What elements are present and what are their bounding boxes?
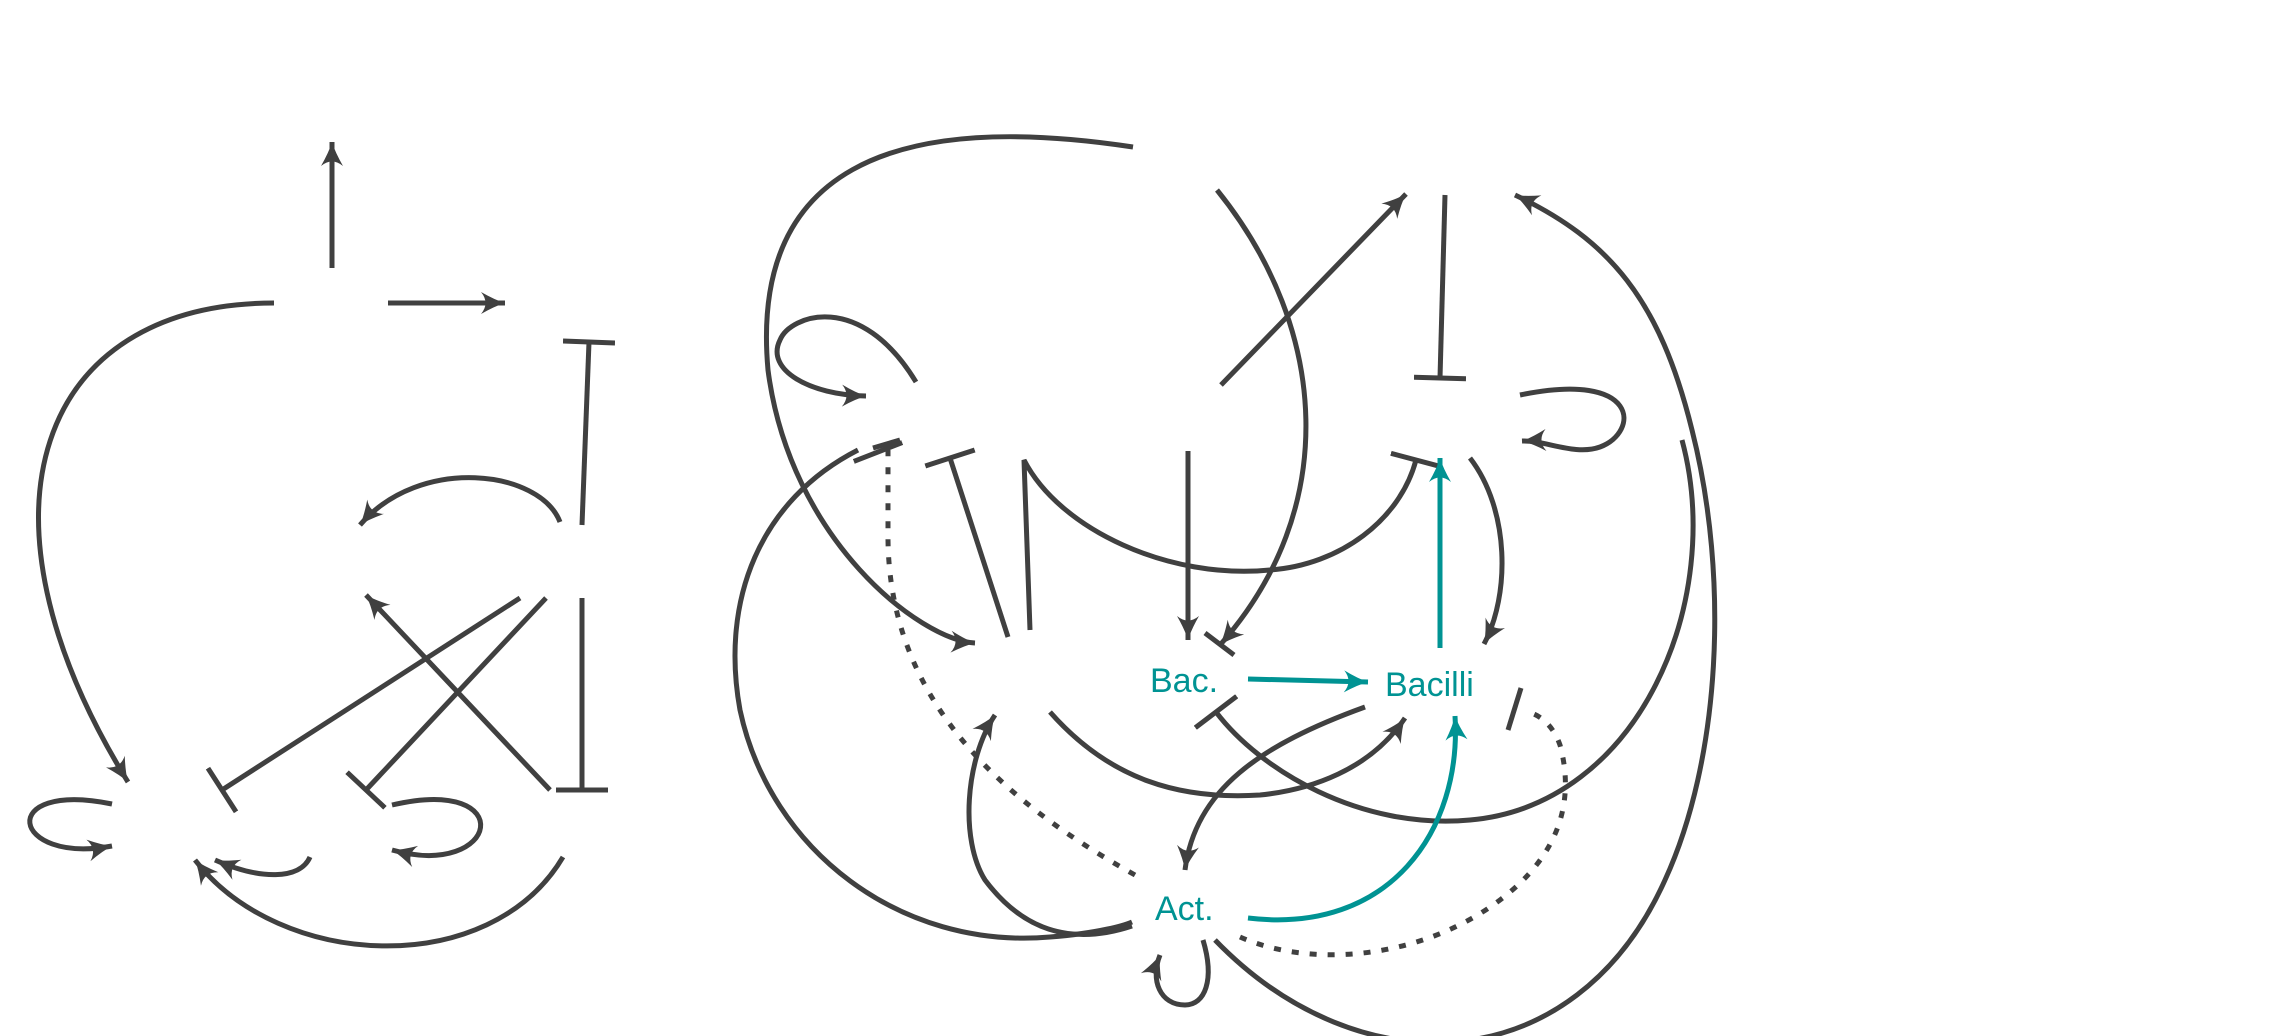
edge-inhibit bbox=[1413, 194, 1467, 382]
edge-act-to-bacilli bbox=[1247, 715, 1468, 923]
edge-arrow bbox=[732, 447, 1133, 941]
node-act: Act. bbox=[1155, 890, 1214, 928]
edge-inhibit bbox=[1193, 439, 1696, 824]
edge-inhibit bbox=[885, 450, 1137, 878]
edge-arrow bbox=[1048, 710, 1408, 799]
edge-arrow bbox=[774, 314, 919, 407]
edge-arrow bbox=[193, 855, 566, 949]
edge-inhibit bbox=[562, 338, 616, 526]
edge-inhibit bbox=[924, 447, 1011, 638]
edge-inhibit bbox=[345, 596, 548, 810]
node-bacilli: Bacilli bbox=[1385, 666, 1474, 704]
right-network bbox=[732, 134, 1718, 1036]
edge-arrow bbox=[358, 475, 563, 527]
edge-arrow bbox=[1140, 939, 1211, 1008]
edge-inhibit bbox=[1021, 450, 1442, 631]
node-bac: Bac. bbox=[1150, 662, 1218, 700]
edge-inhibit bbox=[872, 437, 901, 451]
edge-arrow bbox=[1468, 456, 1505, 646]
edge-arrow bbox=[764, 134, 1134, 653]
edge-arrow bbox=[213, 855, 313, 880]
edge-arrow bbox=[1497, 720, 1530, 1000]
edge-inhibit bbox=[205, 595, 522, 814]
edge-arrow bbox=[1215, 188, 1309, 647]
edge-inhibit bbox=[1505, 687, 1524, 731]
highlighted-edges bbox=[1247, 458, 1468, 923]
edge-arrow bbox=[36, 300, 275, 784]
left-network bbox=[27, 142, 616, 949]
edge-arrow bbox=[966, 713, 1133, 937]
edge-bac-to-bacilli bbox=[1247, 670, 1369, 693]
edge-arrow bbox=[1219, 192, 1408, 387]
edge-arrow bbox=[1213, 192, 1718, 1036]
edge-self-loop bbox=[391, 797, 484, 868]
edge-self-loop bbox=[27, 797, 113, 862]
edge-self-loop bbox=[1519, 386, 1627, 453]
edge-inhibit bbox=[1238, 709, 1568, 958]
edge-inhibit bbox=[1203, 631, 1236, 657]
edge-arrow bbox=[1177, 704, 1366, 871]
